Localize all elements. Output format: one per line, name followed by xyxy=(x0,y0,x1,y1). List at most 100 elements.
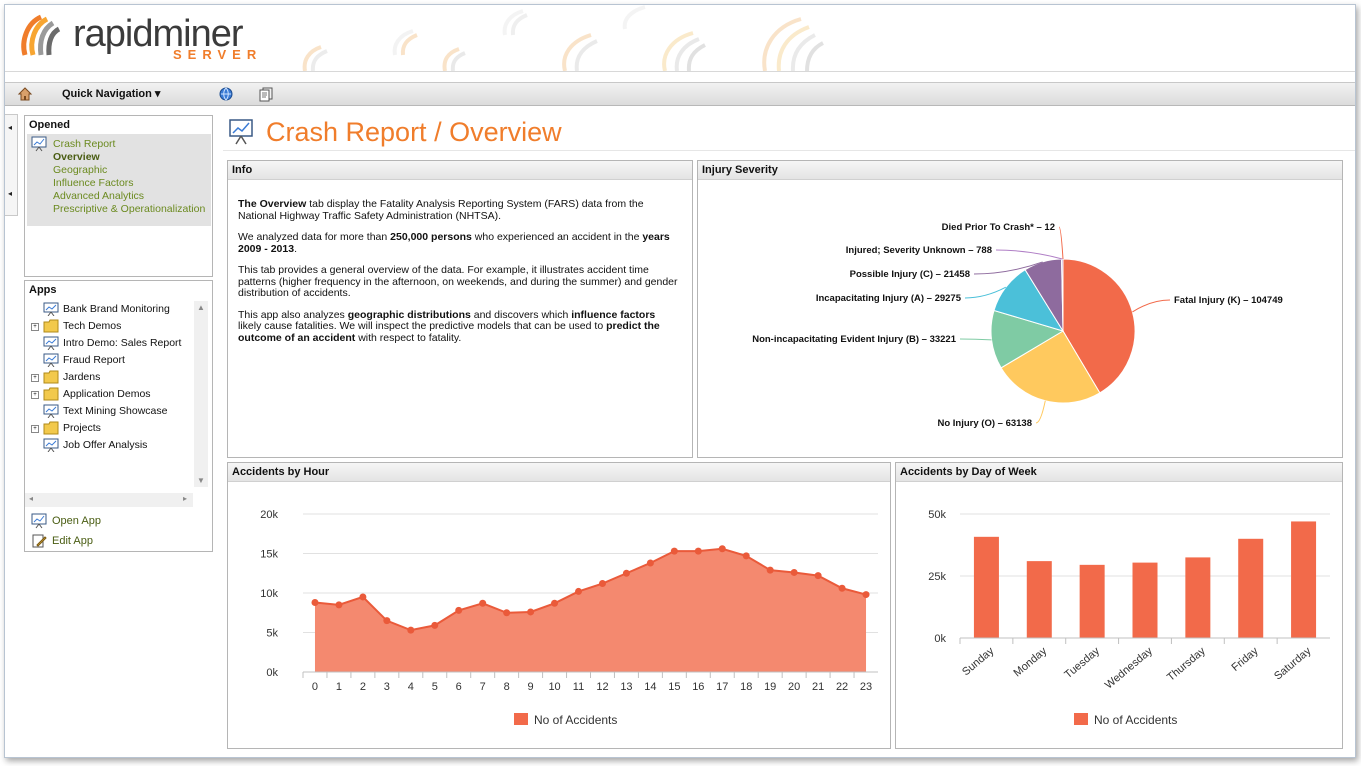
app-item-label: Job Offer Analysis xyxy=(63,439,148,451)
data-point[interactable] xyxy=(814,572,822,580)
x-tick-label: Friday xyxy=(1230,645,1262,674)
data-point[interactable] xyxy=(694,547,702,555)
data-point[interactable] xyxy=(575,587,583,595)
app-header: rapidminer SERVER xyxy=(5,5,1355,72)
pie-label-connector xyxy=(995,249,1063,260)
pie-slice[interactable] xyxy=(990,309,1065,369)
x-tick-label: 5 xyxy=(432,681,438,693)
scroll-left-icon[interactable]: ◂ xyxy=(29,494,34,503)
pie-label-connector xyxy=(964,286,1007,299)
scroll-right-icon[interactable]: ▸ xyxy=(182,494,187,503)
collapse-arrow-icon: ◂ xyxy=(8,123,13,132)
injury-severity-card: Injury Severity Fatal Injury (K) – 10474… xyxy=(697,160,1343,458)
data-point[interactable] xyxy=(646,559,654,567)
folder-icon xyxy=(43,387,59,401)
app-item-label: Bank Brand Monitoring xyxy=(63,303,170,315)
bar[interactable] xyxy=(1079,564,1105,638)
bar[interactable] xyxy=(1185,557,1211,638)
x-tick-label: 0 xyxy=(312,681,318,693)
pie-slice-label: Injured; Severity Unknown – 788 xyxy=(846,245,992,256)
folder-icon xyxy=(43,370,59,384)
data-point[interactable] xyxy=(383,617,391,625)
accidents-by-day-card: Accidents by Day of Week 0k 25k 50k Sunday M… xyxy=(895,462,1343,749)
data-point[interactable] xyxy=(311,598,319,606)
x-tick-label: Tuesday xyxy=(1062,645,1102,681)
globe-refresh-icon[interactable] xyxy=(218,86,234,102)
apps-vertical-scrollbar[interactable]: ▲ ▼ xyxy=(194,301,208,487)
data-point[interactable] xyxy=(622,569,630,577)
report-icon xyxy=(43,336,59,350)
bar[interactable] xyxy=(973,536,999,638)
bar[interactable] xyxy=(1132,562,1158,638)
expand-toggle-icon[interactable]: + xyxy=(31,391,39,399)
data-point[interactable] xyxy=(790,568,798,576)
report-icon xyxy=(43,438,59,452)
header-decoration xyxy=(302,5,824,71)
app-item-label: Fraud Report xyxy=(63,354,125,366)
app-item-label: Intro Demo: Sales Report xyxy=(63,337,182,349)
opened-item-advanced-analytics[interactable]: Advanced Analytics xyxy=(53,190,145,202)
data-point[interactable] xyxy=(718,545,726,553)
data-point[interactable] xyxy=(838,584,846,592)
x-tick-label: 11 xyxy=(573,681,584,693)
info-paragraph-2: We analyzed data for more than 250,000 p… xyxy=(238,231,670,255)
folder-icon xyxy=(43,319,59,333)
x-tick-label: 6 xyxy=(456,681,462,693)
home-icon[interactable] xyxy=(17,86,33,102)
apps-horizontal-scrollbar[interactable]: ◂ ▸ xyxy=(25,493,193,507)
pie-slice-label: Died Prior To Crash* – 12 xyxy=(942,222,1055,233)
legend-label[interactable]: No of Accidents xyxy=(1094,713,1177,727)
expand-toggle-icon[interactable]: + xyxy=(31,425,39,433)
expand-toggle-icon[interactable]: + xyxy=(31,374,39,382)
documents-icon[interactable] xyxy=(258,86,274,102)
bar[interactable] xyxy=(1026,561,1052,638)
open-app-label: Open App xyxy=(52,515,101,527)
edit-icon xyxy=(32,534,47,548)
data-point[interactable] xyxy=(862,591,870,599)
data-point[interactable] xyxy=(766,566,774,574)
info-paragraph-3: This tab provides a general overview of … xyxy=(238,264,678,299)
data-point[interactable] xyxy=(551,599,559,607)
x-tick-label: 15 xyxy=(668,681,680,693)
sidebar-collapse-handle[interactable]: ◂ ◂ xyxy=(5,114,18,216)
app-item-label: Projects xyxy=(63,422,101,434)
bar[interactable] xyxy=(1238,538,1264,638)
rapidminer-logo-icon xyxy=(21,14,61,56)
data-point[interactable] xyxy=(598,580,606,588)
pie-slice[interactable] xyxy=(1000,330,1101,404)
opened-panel-title: Opened xyxy=(29,119,70,131)
data-point[interactable] xyxy=(503,609,511,617)
data-point[interactable] xyxy=(359,593,367,601)
opened-item-prescriptive[interactable]: Prescriptive & Operationalization xyxy=(53,203,206,215)
data-point[interactable] xyxy=(742,552,750,560)
data-point[interactable] xyxy=(527,608,535,616)
quick-navigation-menu[interactable]: Quick Navigation ▾ xyxy=(62,88,161,100)
bar[interactable] xyxy=(1291,521,1317,638)
x-tick-label: 3 xyxy=(384,681,390,693)
data-point[interactable] xyxy=(479,599,487,607)
info-card-title: Info xyxy=(228,161,692,180)
legend-swatch xyxy=(514,713,528,725)
legend-label[interactable]: No of Accidents xyxy=(534,713,617,727)
data-point[interactable] xyxy=(335,601,343,609)
opened-item-influence-factors[interactable]: Influence Factors xyxy=(53,177,134,189)
logo-subtitle: SERVER xyxy=(173,47,263,62)
x-tick-label: Thursday xyxy=(1165,645,1208,684)
data-point[interactable] xyxy=(455,606,463,614)
expand-toggle-icon[interactable]: + xyxy=(31,323,39,331)
opened-item-geographic[interactable]: Geographic xyxy=(53,164,108,176)
app-window: rapidminer SERVER Quick Navigation ▾ xyxy=(4,4,1356,758)
data-point[interactable] xyxy=(431,621,439,629)
data-point[interactable] xyxy=(407,626,415,634)
info-paragraph-4: This app also analyzes geographic distri… xyxy=(238,308,660,344)
x-tick-label: 13 xyxy=(620,681,632,693)
scroll-up-icon[interactable]: ▲ xyxy=(197,303,205,312)
data-point[interactable] xyxy=(670,547,678,555)
opened-item-crash-report[interactable]: Crash Report xyxy=(53,138,116,150)
pie-slice-label: Non-incapacitating Evident Injury (B) – … xyxy=(752,334,956,345)
opened-item-overview[interactable]: Overview xyxy=(53,151,100,163)
pie-slice[interactable] xyxy=(1062,258,1136,394)
apps-panel: Apps Bank Brand Monitoring + Tech Demos Int… xyxy=(24,280,213,552)
scroll-down-icon[interactable]: ▼ xyxy=(197,476,205,485)
